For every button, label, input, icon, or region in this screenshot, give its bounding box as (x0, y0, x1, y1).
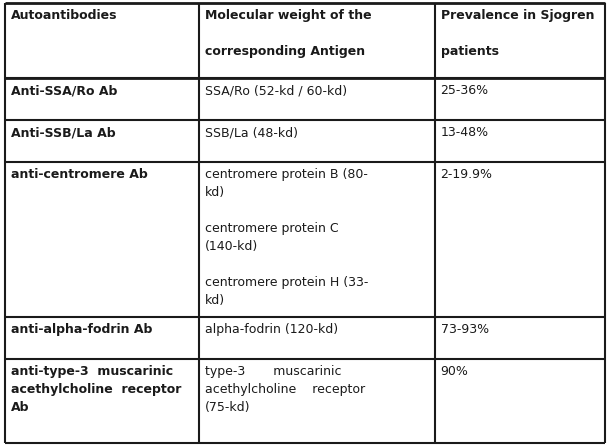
Text: SSA/Ro (52-kd / 60-kd): SSA/Ro (52-kd / 60-kd) (205, 84, 347, 97)
Text: Prevalence in Sjogren

patients: Prevalence in Sjogren patients (440, 9, 594, 58)
Text: anti-alpha-fodrin Ab: anti-alpha-fodrin Ab (11, 323, 152, 336)
Text: 73-93%: 73-93% (440, 323, 489, 336)
Text: Anti-SSB/La Ab: Anti-SSB/La Ab (11, 126, 116, 139)
Text: 25-36%: 25-36% (440, 84, 489, 97)
Text: SSB/La (48-kd): SSB/La (48-kd) (205, 126, 298, 139)
Text: 90%: 90% (440, 365, 468, 378)
Text: anti-centromere Ab: anti-centromere Ab (11, 168, 148, 181)
Text: Molecular weight of the

corresponding Antigen: Molecular weight of the corresponding An… (205, 9, 371, 58)
Text: alpha-fodrin (120-kd): alpha-fodrin (120-kd) (205, 323, 338, 336)
Text: Anti-SSA/Ro Ab: Anti-SSA/Ro Ab (11, 84, 117, 97)
Text: centromere protein B (80-
kd)

centromere protein C
(140-kd)

centromere protein: centromere protein B (80- kd) centromere… (205, 168, 368, 307)
Text: 13-48%: 13-48% (440, 126, 489, 139)
Text: type-3       muscarinic
acethylcholine    receptor
(75-kd): type-3 muscarinic acethylcholine recepto… (205, 365, 365, 414)
Text: 2-19.9%: 2-19.9% (440, 168, 493, 181)
Text: anti-type-3  muscarinic
acethylcholine  receptor
Ab: anti-type-3 muscarinic acethylcholine re… (11, 365, 181, 414)
Text: Autoantibodies: Autoantibodies (11, 9, 118, 22)
